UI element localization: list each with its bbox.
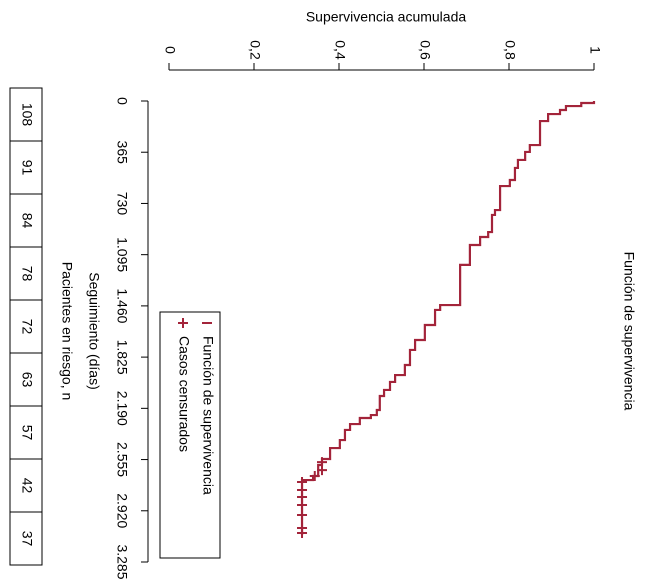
- risk-table-cell: 42: [19, 478, 35, 494]
- y-tick-label: 0: [162, 46, 178, 54]
- x-tick-label: 730: [114, 192, 130, 216]
- x-tick-label: 1.095: [114, 237, 130, 272]
- legend-swatch: [178, 318, 188, 328]
- chart-title: Función de supervivencia: [621, 252, 637, 411]
- censor-mark: [297, 509, 308, 520]
- x-tick-label: 2.190: [114, 391, 130, 426]
- risk-table-cell: 72: [19, 319, 35, 335]
- censor-mark: [297, 500, 308, 511]
- x-tick-label: 2.920: [114, 493, 130, 528]
- y-tick-label: 0,4: [332, 40, 348, 60]
- x-tick-label: 365: [114, 141, 130, 165]
- legend-box: [159, 311, 221, 559]
- y-tick-label: 0,6: [417, 40, 433, 60]
- x-tick-label: 3.285: [114, 544, 130, 579]
- x-tick-label: 0: [114, 97, 130, 105]
- x-axis-title: Seguimiento (días): [86, 272, 102, 390]
- censor-mark: [297, 527, 308, 538]
- y-tick-label: 1: [587, 46, 603, 54]
- censor-mark: [309, 470, 320, 481]
- y-tick-label: 0,8: [502, 40, 518, 60]
- risk-table-cell: 57: [19, 425, 35, 441]
- y-axis-title: Supervivencia acumulada: [306, 9, 467, 25]
- risk-table-cell: 63: [19, 372, 35, 388]
- legend-label: Función de supervivencia: [200, 336, 216, 495]
- x-tick-label: 2.555: [114, 442, 130, 477]
- risk-table-cell: 84: [19, 213, 35, 229]
- x-tick-label: 1.460: [114, 288, 130, 323]
- y-tick-label: 0,2: [247, 40, 263, 60]
- risk-table-cell: 108: [19, 103, 35, 127]
- risk-table-cell: 78: [19, 266, 35, 282]
- legend-label: Casos censurados: [176, 336, 192, 452]
- x-tick-label: 1.825: [114, 340, 130, 375]
- risk-table-cell: 91: [19, 160, 35, 176]
- risk-table-title: Pacientes en riesgo, n: [59, 262, 75, 401]
- survival-curve: [300, 101, 596, 536]
- risk-table-border: [9, 87, 43, 566]
- risk-table-cell: 37: [19, 531, 35, 547]
- censor-mark: [317, 465, 327, 476]
